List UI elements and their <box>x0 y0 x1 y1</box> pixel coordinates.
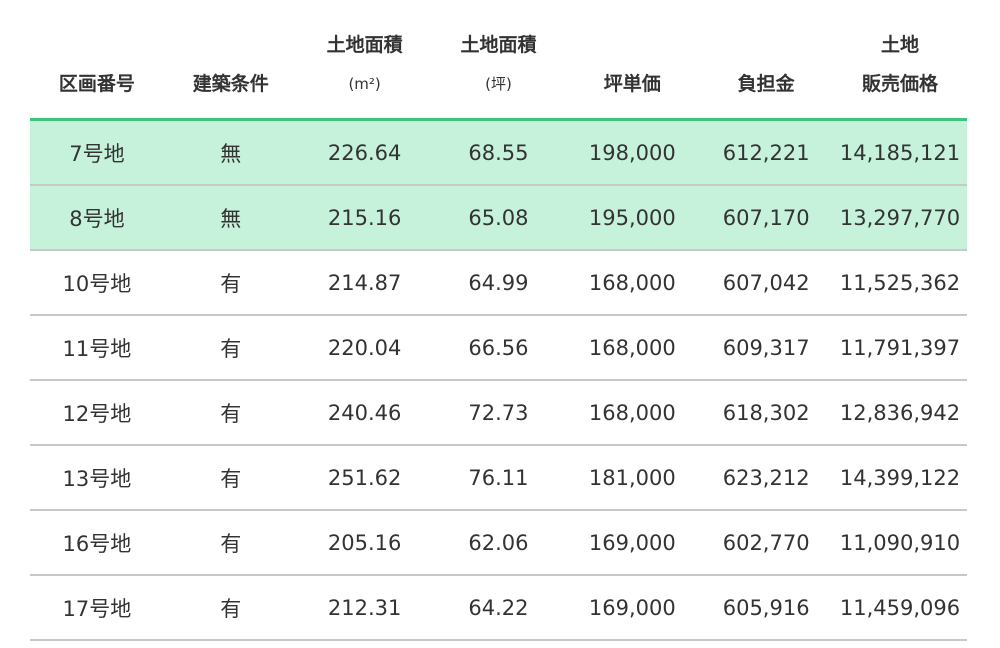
table-cell: 212.31 <box>297 575 432 641</box>
header-line1: 土地面積 <box>460 34 537 56</box>
table-cell: 605,916 <box>699 575 834 641</box>
table-cell: 195,000 <box>565 185 700 251</box>
table-cell: 181,000 <box>565 445 700 511</box>
table-row: 13号地有 251.62 76.11 181,000 623,212 14,399,122 <box>30 445 967 511</box>
table-cell: 無 <box>163 119 298 186</box>
table-cell: 198,000 <box>565 119 700 186</box>
header-line1 <box>30 26 164 65</box>
table-cell: 240.46 <box>297 380 432 446</box>
table-row: 12号地有 240.46 72.73 168,000 618,302 12,836,942 <box>30 380 967 446</box>
table-cell: 602,770 <box>699 510 834 576</box>
table-cell: 609,317 <box>699 315 834 381</box>
table-cell: 168,000 <box>565 380 700 446</box>
table-cell: 7号地 <box>30 119 164 186</box>
header-line2: 区画番号 <box>58 73 135 95</box>
header-row: 区画番号 建築条件 土地面積 (m²) 土地面積 (坪) 坪単価 負担金 土地販売価格 <box>30 18 967 121</box>
table-cell: 226.64 <box>297 119 432 186</box>
table-cell: 66.56 <box>431 315 566 381</box>
table-cell: 13,297,770 <box>833 185 967 251</box>
table-cell: 618,302 <box>699 380 834 446</box>
table-row: 8号地無 215.16 65.08 195,000 607,170 13,297,770 <box>30 185 967 251</box>
table-cell: 607,170 <box>699 185 834 251</box>
header-line2: (m²) <box>348 75 381 93</box>
table-cell: 17号地 <box>30 575 164 641</box>
header-line1 <box>699 26 833 65</box>
column-header: 負担金 <box>699 18 834 121</box>
column-header: 土地面積 (坪) <box>431 18 566 121</box>
header-line1 <box>565 26 699 65</box>
header-line2: 負担金 <box>737 73 795 95</box>
header-line2: (坪) <box>485 75 512 93</box>
column-header: 建築条件 <box>163 18 298 121</box>
table-cell: 有 <box>163 510 298 576</box>
table-cell: 607,042 <box>699 250 834 316</box>
header-line1 <box>164 26 298 65</box>
table-cell: 11,525,362 <box>833 250 967 316</box>
table-cell: 220.04 <box>297 315 432 381</box>
header-line1: 土地面積 <box>326 34 403 56</box>
table-cell: 14,399,122 <box>833 445 967 511</box>
table-cell: 12号地 <box>30 380 164 446</box>
table-cell: 11,791,397 <box>833 315 967 381</box>
header-line2: 建築条件 <box>192 73 269 95</box>
header-line1: 土地 <box>881 34 920 56</box>
table-cell: 13号地 <box>30 445 164 511</box>
table-cell: 214.87 <box>297 250 432 316</box>
column-header: 区画番号 <box>30 18 164 121</box>
table-cell: 169,000 <box>565 510 700 576</box>
table-cell: 65.08 <box>431 185 566 251</box>
table-cell: 168,000 <box>565 315 700 381</box>
table-cell: 10号地 <box>30 250 164 316</box>
table-row: 17号地有 212.31 64.22 169,000 605,916 11,459,096 <box>30 575 967 641</box>
table-cell: 205.16 <box>297 510 432 576</box>
table-cell: 有 <box>163 575 298 641</box>
table-cell: 8号地 <box>30 185 164 251</box>
table-cell: 11号地 <box>30 315 164 381</box>
table-cell: 251.62 <box>297 445 432 511</box>
column-header: 土地 販売価格 <box>833 18 967 121</box>
table-cell: 11,459,096 <box>833 575 967 641</box>
table-cell: 72.73 <box>431 380 566 446</box>
table-cell: 76.11 <box>431 445 566 511</box>
table-cell: 16号地 <box>30 510 164 576</box>
table-row: 16号地有 205.16 62.06 169,000 602,770 11,090,910 <box>30 510 967 576</box>
table-cell: 169,000 <box>565 575 700 641</box>
table-cell: 168,000 <box>565 250 700 316</box>
table-cell: 有 <box>163 380 298 446</box>
table-cell: 有 <box>163 250 298 316</box>
table-cell: 215.16 <box>297 185 432 251</box>
column-header: 土地面積 (m²) <box>297 18 432 121</box>
table-row: 11号地有 220.04 66.56 168,000 609,317 11,791,397 <box>30 315 967 381</box>
table-cell: 12,836,942 <box>833 380 967 446</box>
header-line2: 坪単価 <box>603 73 661 95</box>
table-cell: 有 <box>163 445 298 511</box>
table-cell: 14,185,121 <box>833 119 967 186</box>
column-header: 坪単価 <box>565 18 700 121</box>
table-cell: 有 <box>163 315 298 381</box>
table-cell: 無 <box>163 185 298 251</box>
table-cell: 612,221 <box>699 119 834 186</box>
land-price-table: 区画番号 建築条件 土地面積 (m²) 土地面積 (坪) 坪単価 負担金 土地販売価格 7… <box>30 18 967 641</box>
table-cell: 62.06 <box>431 510 566 576</box>
table-cell: 11,090,910 <box>833 510 967 576</box>
table-cell: 64.99 <box>431 250 566 316</box>
header-line2: 販売価格 <box>862 73 939 95</box>
table-cell: 64.22 <box>431 575 566 641</box>
table-row: 7号地無 226.64 68.55 198,000 612,221 14,185,121 <box>30 119 967 186</box>
table-row: 10号地有 214.87 64.99 168,000 607,042 11,525,362 <box>30 250 967 316</box>
table-cell: 623,212 <box>699 445 834 511</box>
table-cell: 68.55 <box>431 119 566 186</box>
